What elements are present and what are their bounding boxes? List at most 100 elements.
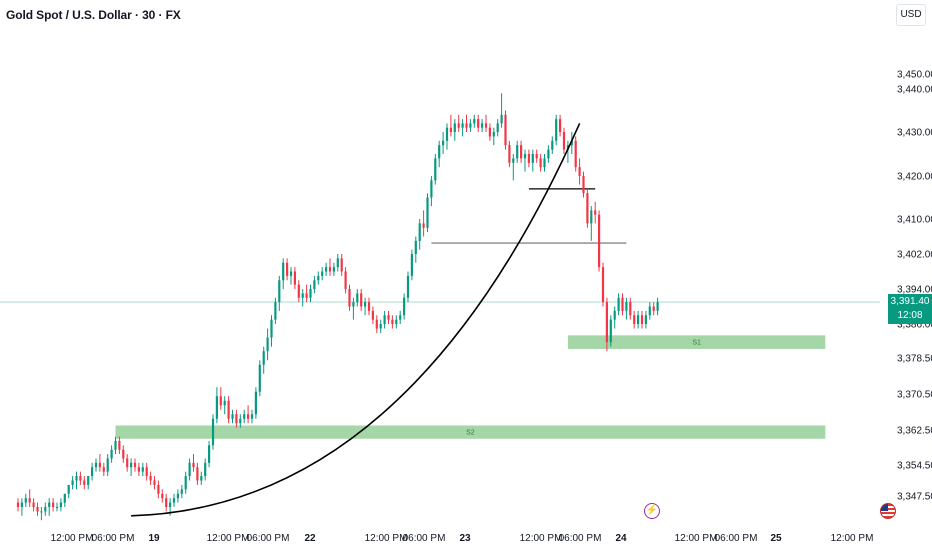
candle-body [484, 123, 488, 128]
candle-body [453, 123, 456, 132]
time-tick-label: 24 [615, 533, 627, 544]
current-price-badge: 3,391.40 12:08 [888, 294, 932, 324]
candle-body [110, 449, 113, 459]
candle-body [496, 123, 499, 132]
candle-body [91, 467, 94, 477]
candle-body [169, 502, 172, 507]
candle-body [410, 254, 413, 276]
candle-body [79, 476, 82, 481]
candle-body [621, 297, 624, 311]
candle-body [317, 275, 320, 281]
candle-body [247, 414, 250, 419]
candle-body [637, 315, 640, 324]
time-tick-label: 06:00 PM [715, 533, 758, 544]
time-tick-label: 22 [304, 533, 316, 544]
time-tick-label: 12:00 PM [207, 533, 250, 544]
candle-body [130, 462, 133, 468]
candle-body [574, 140, 577, 168]
price-tick-label: 3,347.50 [897, 492, 932, 503]
candle-body [118, 440, 121, 450]
candle-body [562, 132, 566, 150]
currency-button[interactable]: USD [896, 4, 926, 26]
candle-body [379, 324, 382, 329]
candle-body [102, 467, 105, 472]
time-tick-label: 12:00 PM [520, 533, 563, 544]
price-tick-label: 3,362.50 [897, 426, 932, 437]
time-tick-label: 12:00 PM [831, 533, 874, 544]
candle-body [188, 462, 191, 477]
candle-body [141, 467, 144, 472]
candle-body [539, 158, 542, 168]
candle-body [629, 302, 632, 316]
candle-body [422, 223, 425, 228]
candle-body [387, 315, 390, 320]
candle-body [551, 140, 554, 150]
candle-body [648, 306, 651, 316]
candle-body [477, 119, 480, 128]
candle-body [266, 337, 269, 352]
candle-body [297, 284, 300, 298]
candle-body [172, 498, 176, 503]
candle-body [83, 480, 86, 485]
candle-body [262, 351, 265, 365]
lightning-icon[interactable]: ⚡ [644, 503, 660, 519]
candle-body [570, 140, 573, 146]
candle-body [67, 484, 70, 494]
candle-body [426, 197, 429, 228]
candle-body [523, 154, 527, 159]
candle-body [250, 414, 254, 419]
candle-body [434, 158, 437, 181]
candle-body [28, 498, 31, 503]
candle-body [20, 502, 23, 507]
candle-body [535, 154, 538, 159]
candle-body [582, 176, 585, 194]
candle-body [414, 240, 417, 254]
candle-body [48, 502, 51, 507]
candle-body [625, 302, 628, 311]
candle-body [559, 119, 562, 132]
candle-body [644, 315, 647, 324]
candle-body [40, 511, 43, 513]
candle-body [430, 180, 433, 198]
price-tick-label: 3,410.00 [897, 215, 932, 226]
candle-body [223, 400, 226, 406]
time-tick-label: 23 [459, 533, 471, 544]
trend-curve [131, 123, 581, 517]
candle-body [165, 498, 168, 507]
candle-body [16, 502, 20, 507]
candle-body [301, 293, 304, 298]
time-tick-label: 06:00 PM [92, 533, 135, 544]
candle-body [527, 154, 530, 163]
us-flag-icon[interactable] [880, 503, 896, 519]
candle-body [149, 476, 152, 481]
candle-body [399, 315, 402, 320]
candle-body [106, 458, 109, 472]
candle-body [157, 484, 160, 494]
candle-body [371, 310, 374, 320]
time-tick-label: 06:00 PM [247, 533, 290, 544]
candle-body [375, 319, 378, 329]
zone-s2 [115, 425, 826, 439]
candle-body [601, 267, 605, 303]
candle-body [239, 418, 242, 424]
candle-body [531, 154, 534, 163]
candle-body [313, 280, 316, 289]
price-tick-label: 3,370.50 [897, 390, 932, 401]
candle-body [336, 258, 339, 268]
candle-body [469, 123, 472, 128]
candle-body [449, 127, 452, 132]
candle-body [87, 476, 90, 485]
candle-body [613, 310, 616, 320]
candle-body [543, 158, 546, 168]
candle-body [98, 462, 101, 468]
candle-body [360, 293, 363, 307]
candle-body [364, 302, 367, 307]
candle-body [461, 123, 464, 128]
price-tick-label: 3,430.00 [897, 128, 932, 139]
candle-body [332, 267, 335, 272]
candle-body [344, 271, 347, 289]
candle-body [605, 302, 608, 343]
zone-label-s2: S2 [466, 430, 475, 437]
price-axis: 3,450.00 3,440.00 3,430.00 3,420.00 3,410.00… [897, 70, 932, 503]
